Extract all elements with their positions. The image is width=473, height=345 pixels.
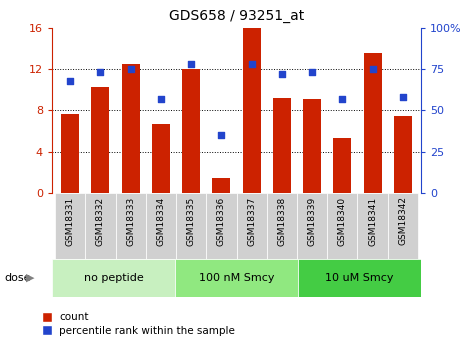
Text: GSM18337: GSM18337 xyxy=(247,196,256,246)
Point xyxy=(399,95,407,100)
Bar xyxy=(206,193,236,259)
Point xyxy=(339,96,346,101)
Legend: count, percentile rank within the sample: count, percentile rank within the sample xyxy=(38,308,239,340)
Text: GSM18335: GSM18335 xyxy=(187,196,196,246)
Point xyxy=(66,78,74,83)
Point xyxy=(308,70,316,75)
Bar xyxy=(52,259,175,297)
Text: 100 nM Smcy: 100 nM Smcy xyxy=(199,273,274,283)
Bar xyxy=(122,64,140,193)
Bar xyxy=(212,178,230,193)
Bar xyxy=(55,193,85,259)
Bar xyxy=(236,193,267,259)
Bar xyxy=(273,98,291,193)
Bar xyxy=(115,193,146,259)
Text: GSM18338: GSM18338 xyxy=(277,196,286,246)
Text: no peptide: no peptide xyxy=(84,273,143,283)
Text: GDS658 / 93251_at: GDS658 / 93251_at xyxy=(169,9,304,23)
Text: GSM18339: GSM18339 xyxy=(307,196,316,246)
Text: GSM18342: GSM18342 xyxy=(398,196,407,246)
Point xyxy=(369,66,377,72)
Bar xyxy=(394,116,412,193)
Bar xyxy=(152,124,170,193)
Bar xyxy=(297,193,327,259)
Text: GSM18332: GSM18332 xyxy=(96,196,105,246)
Bar xyxy=(358,193,388,259)
Text: 10 uM Smcy: 10 uM Smcy xyxy=(325,273,394,283)
Bar xyxy=(85,193,115,259)
Text: GSM18341: GSM18341 xyxy=(368,196,377,246)
Text: dose: dose xyxy=(5,273,31,283)
Point xyxy=(278,71,286,77)
Bar xyxy=(91,87,109,193)
Bar xyxy=(176,193,206,259)
Text: GSM18340: GSM18340 xyxy=(338,196,347,246)
Point xyxy=(187,61,195,67)
Bar xyxy=(182,69,200,193)
Bar xyxy=(243,28,261,193)
Bar xyxy=(298,259,421,297)
Text: ▶: ▶ xyxy=(26,273,35,283)
Bar xyxy=(364,53,382,193)
Bar xyxy=(61,114,79,193)
Bar xyxy=(303,99,321,193)
Point xyxy=(157,96,165,101)
Text: GSM18331: GSM18331 xyxy=(66,196,75,246)
Point xyxy=(127,66,134,72)
Point xyxy=(248,61,255,67)
Point xyxy=(96,70,104,75)
Bar xyxy=(175,259,298,297)
Text: GSM18334: GSM18334 xyxy=(157,196,166,246)
Bar xyxy=(146,193,176,259)
Bar xyxy=(388,193,418,259)
Bar xyxy=(327,193,358,259)
Text: GSM18336: GSM18336 xyxy=(217,196,226,246)
Text: GSM18333: GSM18333 xyxy=(126,196,135,246)
Bar xyxy=(267,193,297,259)
Point xyxy=(218,132,225,138)
Bar xyxy=(333,138,351,193)
